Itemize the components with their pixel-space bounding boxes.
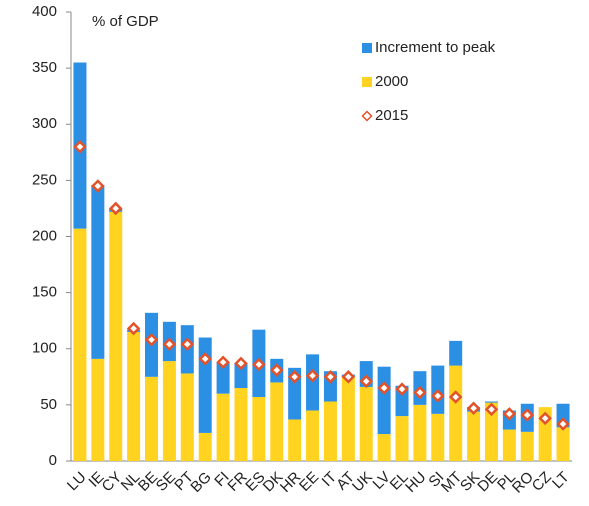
- marker: [198, 352, 212, 366]
- marker: [502, 407, 517, 421]
- y-tick-label: 100: [32, 340, 57, 357]
- y-axis-label: % of GDP: [92, 13, 159, 30]
- bar-segment: [431, 413, 445, 461]
- marker: [305, 368, 320, 383]
- bar-segment: [449, 365, 463, 461]
- y-tick-label: 300: [32, 115, 57, 132]
- bar-segment: [252, 397, 266, 461]
- marker: [216, 355, 230, 369]
- bar-segment: [270, 382, 284, 461]
- bar-segment: [109, 211, 123, 461]
- y-tick-label: 400: [32, 3, 57, 20]
- y-tick-label: 150: [32, 284, 57, 301]
- bar-segment: [234, 388, 248, 461]
- marker: [108, 201, 123, 216]
- legend-label: 2015: [375, 107, 408, 124]
- y-tick-label: 350: [32, 59, 57, 76]
- x-tick-label: BG: [187, 469, 214, 496]
- marker: [126, 321, 141, 336]
- bar-segment: [91, 358, 105, 461]
- bar-segment: [484, 402, 498, 461]
- bar-segment: [127, 331, 141, 461]
- marker: [144, 333, 159, 347]
- bar-segment: [91, 184, 105, 359]
- bar-segment: [449, 340, 463, 366]
- marker: [234, 356, 248, 371]
- x-tick-label: LU: [64, 469, 90, 495]
- bar-segment: [520, 431, 534, 461]
- legend-label: Increment to peak: [375, 39, 496, 56]
- bar-segment: [341, 376, 355, 461]
- bar-segment: [145, 376, 159, 461]
- marker: [359, 374, 373, 389]
- marker: [484, 402, 499, 417]
- bar-segment: [395, 416, 409, 461]
- marker: [73, 139, 87, 154]
- marker: [377, 381, 391, 395]
- x-tick-label: EE: [296, 469, 322, 495]
- marker: [91, 179, 105, 193]
- marker: [270, 363, 284, 377]
- bar-segment: [395, 385, 409, 417]
- y-tick-label: 50: [40, 396, 57, 413]
- marker: [341, 370, 356, 384]
- bar-segment: [73, 228, 87, 461]
- marker: [520, 408, 535, 422]
- bar-segment: [180, 373, 194, 461]
- legend-label: 2000: [375, 73, 408, 90]
- marker: [323, 370, 338, 384]
- bar-segment: [198, 432, 212, 461]
- bar-segment: [323, 401, 337, 461]
- bar-segment: [377, 366, 391, 435]
- legend-swatch: [362, 77, 372, 87]
- y-tick-label: 200: [32, 227, 57, 244]
- bar-segment: [288, 419, 302, 461]
- bar-segment: [377, 434, 391, 461]
- legend-swatch: [362, 43, 372, 53]
- bar-segment: [234, 363, 248, 389]
- marker: [287, 370, 302, 384]
- bar-segment: [306, 410, 320, 461]
- marker: [162, 337, 177, 352]
- bar-segment: [484, 401, 498, 403]
- bar-segment: [359, 386, 373, 461]
- marker: [252, 357, 266, 372]
- bar-segment: [556, 427, 570, 461]
- bar-segment: [162, 361, 176, 461]
- bar-segment: [413, 404, 427, 461]
- legend-marker: [361, 110, 373, 122]
- bar-segment: [216, 362, 230, 394]
- y-tick-label: 0: [49, 452, 57, 469]
- marker: [538, 411, 552, 426]
- marker: [431, 389, 445, 403]
- marker: [180, 337, 195, 352]
- marker: [395, 382, 409, 396]
- x-tick-label: LT: [549, 469, 573, 493]
- marker: [413, 385, 427, 400]
- marker: [448, 390, 463, 404]
- bar-segment: [288, 367, 302, 420]
- x-tick-label: HU: [402, 469, 429, 496]
- bar-segment: [467, 411, 481, 461]
- bar-segment: [502, 429, 516, 461]
- bar-segment: [198, 337, 212, 433]
- y-tick-label: 250: [32, 171, 57, 188]
- marker: [466, 401, 481, 416]
- marker: [556, 417, 570, 431]
- bar-segment: [216, 393, 230, 461]
